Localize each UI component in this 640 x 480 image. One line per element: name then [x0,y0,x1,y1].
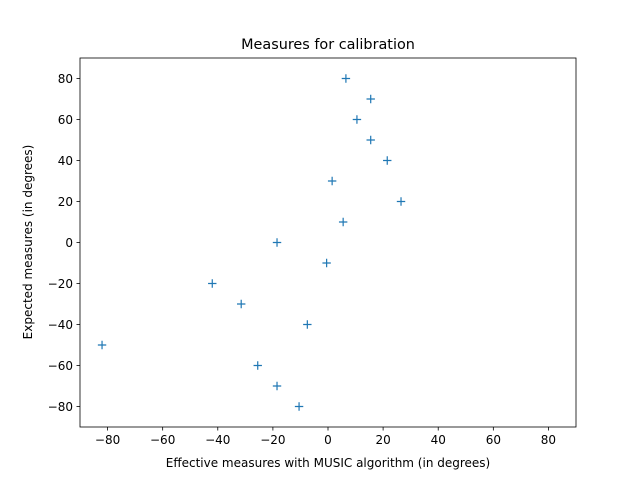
data-point [338,217,348,227]
data-point [237,299,246,309]
data-point [253,361,262,370]
y-tick-label: −60 [48,359,73,373]
data-point [294,402,304,411]
data-point [322,258,331,268]
y-tick-label: 60 [58,113,73,127]
y-tick-label: 20 [58,195,73,209]
plot-area: −80 −60 −40 −20 0 20 40 60 80 −80 −60 −40 −20 0 20 40 60… [48,57,577,447]
y-tick-label: 0 [65,236,73,250]
y-tick-label: −40 [48,318,73,332]
data-point [383,156,392,165]
data-point [352,115,362,124]
data-point [272,238,282,247]
data-point [366,94,375,104]
data-point [303,320,312,329]
y-tick-label: 80 [58,72,73,86]
x-tick-label: −40 [205,433,230,447]
chart-title: Measures for calibration [241,37,415,53]
y-axis-title: Expected measures (in degrees) [21,145,35,340]
x-tick-label: 80 [541,433,556,447]
y-tick-label: 40 [58,154,73,168]
y-tick-label: −80 [48,400,73,414]
x-tick-label: 40 [431,433,446,447]
data-point [208,279,217,288]
x-tick-label: 20 [375,433,390,447]
data-point [341,74,351,83]
x-axis-title: Effective measures with MUSIC algorithm … [166,456,490,470]
x-tick-label: −20 [260,433,285,447]
x-tick-label: −60 [150,433,175,447]
data-point [366,135,375,145]
data-point [396,197,406,206]
y-tick-label: −20 [48,277,73,291]
x-tick-label: −80 [95,433,120,447]
data-point [327,176,337,186]
data-point [272,381,282,391]
x-tick-label: 60 [486,433,501,447]
x-tick-label: 0 [324,433,332,447]
data-point [97,340,107,350]
plot-frame [79,57,577,428]
